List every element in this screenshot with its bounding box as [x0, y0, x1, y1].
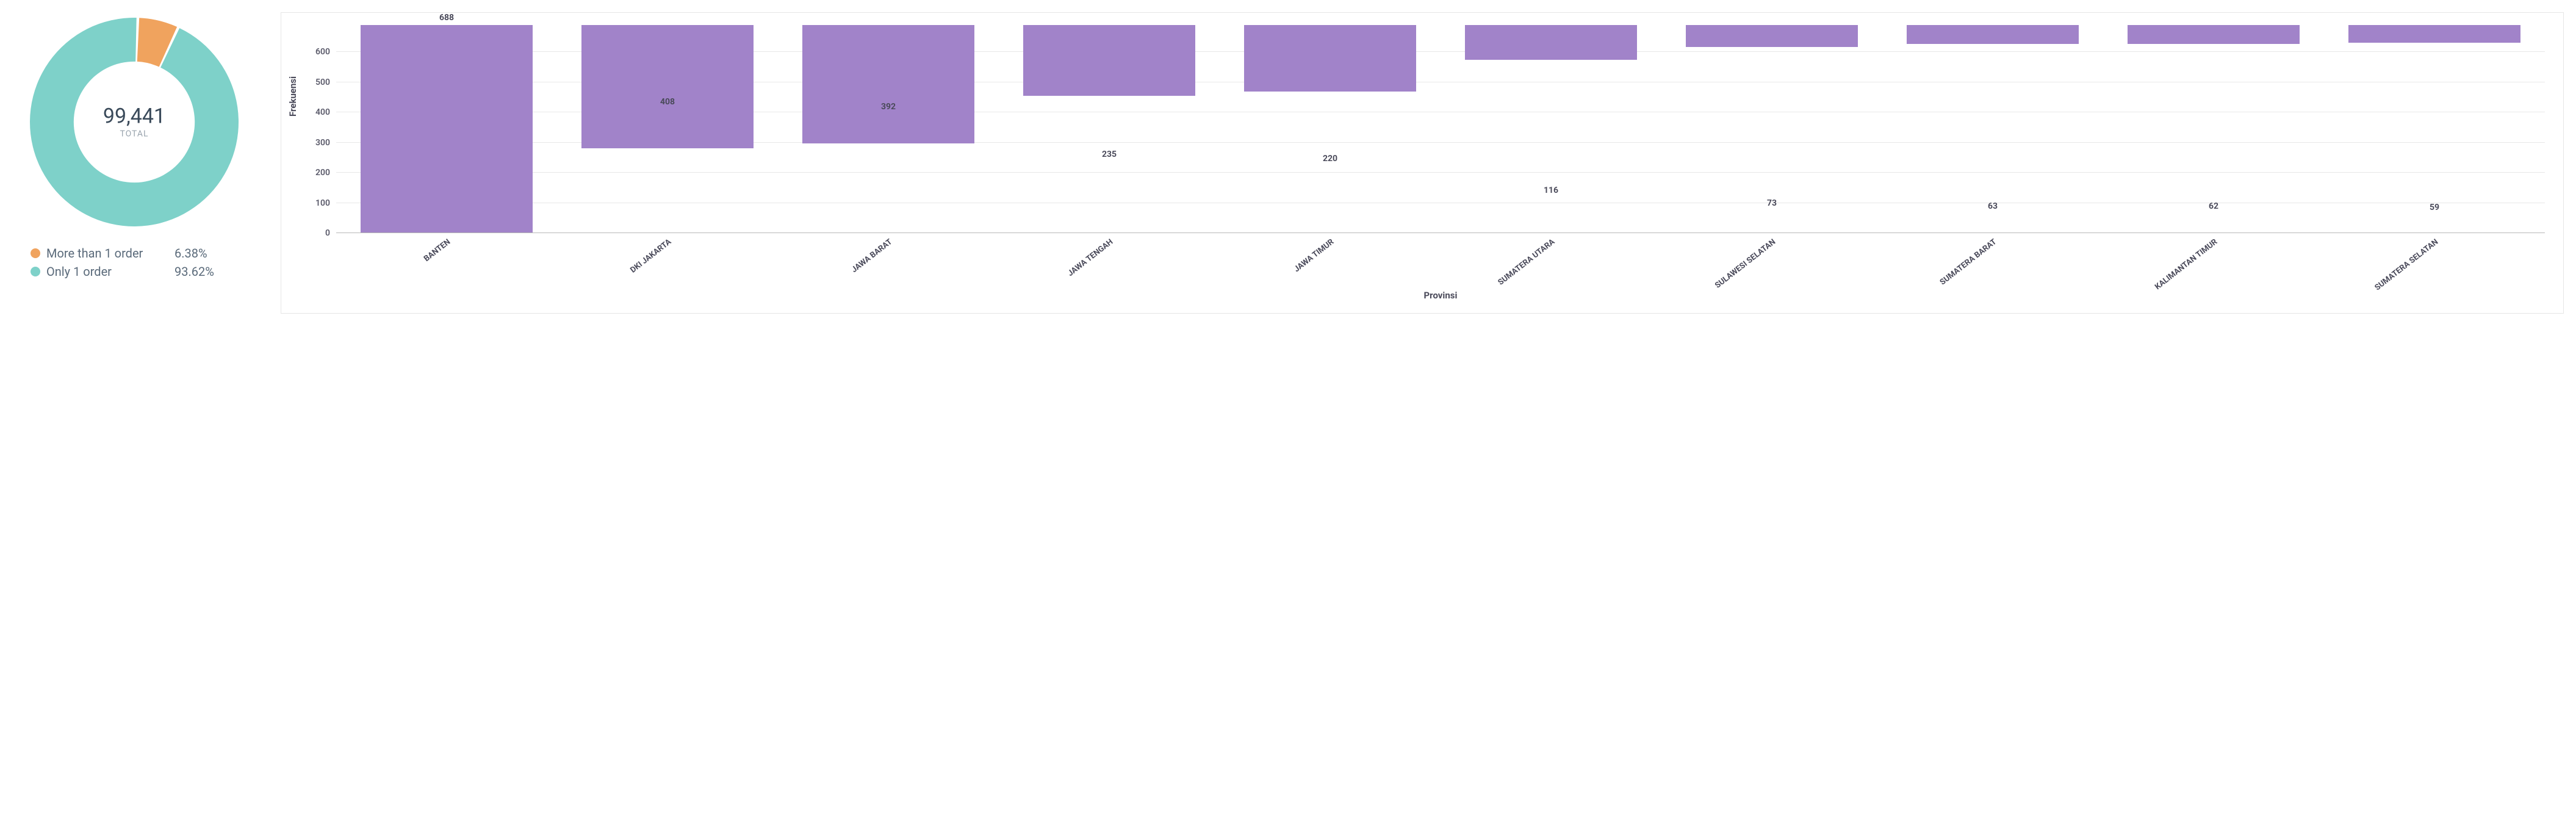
- bar-slot: 392: [778, 25, 999, 233]
- legend-swatch: [31, 248, 40, 258]
- x-label-slot: SUMATERA SELATAN: [2324, 233, 2545, 287]
- x-tick-label: SULAWESI SELATAN: [1713, 237, 1777, 290]
- bar: [1465, 25, 1637, 60]
- donut-chart: 99,441 TOTAL: [24, 12, 244, 232]
- legend-label: More than 1 order: [46, 244, 168, 262]
- bar-value-label: 688: [439, 13, 454, 23]
- legend-swatch: [31, 267, 40, 276]
- bar: [1023, 25, 1195, 96]
- legend-label: Only 1 order: [46, 262, 168, 281]
- bar: [802, 25, 974, 143]
- bar-slot: 235: [999, 25, 1220, 233]
- x-label-slot: SUMATERA UTARA: [1441, 233, 1661, 287]
- legend-row: More than 1 order 6.38%: [31, 244, 214, 262]
- bar-slot: 62: [2103, 25, 2324, 233]
- x-tick-label: SUMATERA SELATAN: [2373, 237, 2441, 292]
- x-label-slot: KALIMANTAN TIMUR: [2103, 233, 2324, 287]
- y-axis-title: Frekuensi: [287, 76, 298, 117]
- donut-legend: More than 1 order 6.38% Only 1 order 93.62%: [12, 244, 214, 281]
- x-labels: BANTEN DKI JAKARTA JAWA BARAT JAWA TENGAH JA…: [336, 233, 2545, 287]
- donut-center: 99,441 TOTAL: [103, 105, 165, 139]
- bars-container: 688 408 392 235 220 116 73 63 62 59: [336, 25, 2545, 233]
- y-tick-label: 0: [325, 228, 336, 238]
- bar-value-label: 116: [1544, 186, 1558, 195]
- bar-value-label: 63: [1988, 201, 1998, 211]
- bar: [2128, 25, 2300, 44]
- bar-slot: 73: [1661, 25, 1882, 233]
- x-label-slot: SULAWESI SELATAN: [1661, 233, 1882, 287]
- legend-row: Only 1 order 93.62%: [31, 262, 214, 281]
- bar-value-label: 73: [1767, 198, 1777, 208]
- y-tick-label: 200: [315, 168, 336, 178]
- donut-total-value: 99,441: [103, 105, 165, 128]
- bar-slot: 116: [1441, 25, 1661, 233]
- donut-total-label: TOTAL: [103, 129, 165, 139]
- x-tick-label: JAWA TENGAH: [1066, 237, 1115, 278]
- x-label-slot: JAWA TENGAH: [999, 233, 1220, 287]
- bar-slot: 63: [1882, 25, 2103, 233]
- bar-slot: 688: [336, 25, 557, 233]
- bar-chart-panel: Frekuensi 0 100 200 300 400 500 600 688 408 392 2…: [281, 12, 2564, 314]
- x-label-slot: JAWA TIMUR: [1220, 233, 1441, 287]
- x-label-slot: SUMATERA BARAT: [1882, 233, 2103, 287]
- x-tick-label: BANTEN: [422, 237, 452, 264]
- x-axis-title: Provinsi: [336, 290, 2545, 301]
- bar-value-label: 235: [1102, 150, 1117, 159]
- bar: [361, 25, 533, 233]
- x-tick-label: KALIMANTAN TIMUR: [2153, 237, 2219, 292]
- bar-value-label: 408: [660, 97, 675, 107]
- legend-pct: 93.62%: [174, 262, 214, 281]
- bar-value-label: 62: [2209, 201, 2218, 211]
- bar: [1244, 25, 1416, 92]
- bar-plot-area: 0100200300400500600 68840839223522011673…: [336, 25, 2545, 233]
- y-tick-label: 300: [315, 138, 336, 148]
- y-tick-label: 600: [315, 47, 336, 57]
- bar: [581, 25, 754, 148]
- y-tick-label: 100: [315, 198, 336, 208]
- x-tick-label: SUMATERA UTARA: [1497, 237, 1557, 287]
- x-label-slot: JAWA BARAT: [778, 233, 999, 287]
- bar-slot: 220: [1220, 25, 1441, 233]
- bar-slot: 408: [557, 25, 778, 233]
- x-tick-label: JAWA TIMUR: [1292, 237, 1336, 274]
- y-tick-label: 500: [315, 78, 336, 87]
- bar: [1686, 25, 1858, 47]
- bar: [1907, 25, 2079, 44]
- donut-chart-panel: 99,441 TOTAL More than 1 order6.38%Only …: [12, 12, 256, 281]
- x-label-slot: BANTEN: [336, 233, 557, 287]
- x-tick-label: JAWA BARAT: [850, 237, 894, 275]
- bar-slot: 59: [2324, 25, 2545, 233]
- x-label-slot: DKI JAKARTA: [557, 233, 778, 287]
- y-tick-label: 400: [315, 107, 336, 117]
- legend-pct: 6.38%: [174, 244, 207, 262]
- bar-value-label: 220: [1323, 154, 1337, 164]
- x-tick-label: SUMATERA BARAT: [1938, 237, 1998, 287]
- bar-value-label: 392: [881, 102, 896, 112]
- bar-value-label: 59: [2430, 203, 2439, 212]
- bar: [2348, 25, 2520, 43]
- x-tick-label: DKI JAKARTA: [628, 237, 673, 275]
